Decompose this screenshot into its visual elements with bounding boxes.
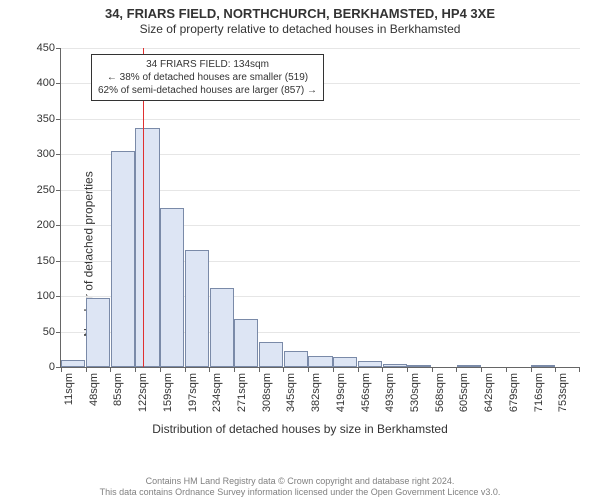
- x-tick-mark: [481, 367, 482, 372]
- x-tick-label: 197sqm: [187, 373, 199, 412]
- x-tick-mark: [358, 367, 359, 372]
- histogram-bar: [383, 364, 407, 367]
- x-axis-label: Distribution of detached houses by size …: [0, 422, 600, 436]
- y-tick-label: 250: [37, 184, 61, 196]
- histogram-bar: [308, 356, 332, 367]
- chart-title: 34, FRIARS FIELD, NORTHCHURCH, BERKHAMST…: [0, 0, 600, 37]
- annotation-line-1: 34 FRIARS FIELD: 134sqm: [98, 58, 317, 71]
- histogram-bar: [457, 365, 481, 367]
- x-tick-mark: [407, 367, 408, 372]
- x-tick-label: 642sqm: [483, 373, 495, 412]
- y-tick-label: 200: [37, 219, 61, 231]
- y-tick-label: 0: [49, 361, 61, 373]
- footer-line-1: Contains HM Land Registry data © Crown c…: [0, 476, 600, 487]
- x-tick-label: 234sqm: [211, 373, 223, 412]
- histogram-bar: [407, 365, 431, 367]
- histogram-bar: [333, 357, 357, 367]
- x-tick-mark: [234, 367, 235, 372]
- histogram-bar: [210, 288, 234, 367]
- x-tick-label: 530sqm: [409, 373, 421, 412]
- x-tick-label: 382sqm: [310, 373, 322, 412]
- chart-container: Number of detached properties 0501001502…: [0, 44, 600, 464]
- footer-attribution: Contains HM Land Registry data © Crown c…: [0, 476, 600, 499]
- annotation-line-2: ← 38% of detached houses are smaller (51…: [98, 71, 317, 84]
- x-tick-label: 85sqm: [112, 373, 124, 406]
- x-tick-mark: [506, 367, 507, 372]
- histogram-bar: [358, 361, 382, 367]
- y-tick-label: 350: [37, 113, 61, 125]
- x-tick-label: 122sqm: [137, 373, 149, 412]
- x-tick-label: 308sqm: [261, 373, 273, 412]
- x-tick-mark: [209, 367, 210, 372]
- x-tick-label: 419sqm: [335, 373, 347, 412]
- y-tick-label: 400: [37, 77, 61, 89]
- x-tick-label: 456sqm: [360, 373, 372, 412]
- x-tick-mark: [160, 367, 161, 372]
- x-tick-mark: [61, 367, 62, 372]
- y-tick-label: 150: [37, 255, 61, 267]
- x-tick-label: 271sqm: [236, 373, 248, 412]
- plot-area: 05010015020025030035040045011sqm48sqm85s…: [60, 48, 580, 368]
- histogram-bar: [185, 250, 209, 367]
- x-tick-mark: [86, 367, 87, 372]
- histogram-bar: [160, 208, 184, 368]
- x-tick-mark: [333, 367, 334, 372]
- annotation-line-3: 62% of semi-detached houses are larger (…: [98, 84, 317, 97]
- x-tick-mark: [555, 367, 556, 372]
- y-tick-label: 100: [37, 290, 61, 302]
- gridline: [61, 119, 580, 120]
- histogram-bar: [111, 151, 135, 367]
- x-tick-label: 48sqm: [88, 373, 100, 406]
- x-tick-mark: [432, 367, 433, 372]
- histogram-bar: [284, 351, 308, 367]
- x-tick-mark: [110, 367, 111, 372]
- histogram-bar: [86, 298, 110, 367]
- x-tick-label: 716sqm: [533, 373, 545, 412]
- x-tick-mark: [531, 367, 532, 372]
- title-line-1: 34, FRIARS FIELD, NORTHCHURCH, BERKHAMST…: [0, 6, 600, 22]
- x-tick-label: 159sqm: [162, 373, 174, 412]
- histogram-bar: [259, 342, 283, 367]
- x-tick-label: 753sqm: [557, 373, 569, 412]
- y-tick-label: 450: [37, 42, 61, 54]
- y-tick-label: 50: [43, 326, 61, 338]
- histogram-bar: [234, 319, 258, 367]
- footer-line-2: This data contains Ordnance Survey infor…: [0, 487, 600, 498]
- x-tick-mark: [382, 367, 383, 372]
- x-tick-mark: [456, 367, 457, 372]
- x-tick-label: 11sqm: [63, 373, 75, 405]
- annotation-box: 34 FRIARS FIELD: 134sqm ← 38% of detache…: [91, 54, 324, 101]
- gridline: [61, 48, 580, 49]
- title-line-2: Size of property relative to detached ho…: [0, 22, 600, 37]
- x-tick-label: 568sqm: [434, 373, 446, 412]
- x-tick-mark: [283, 367, 284, 372]
- x-tick-mark: [185, 367, 186, 372]
- x-tick-mark: [259, 367, 260, 372]
- histogram-bar: [531, 365, 555, 367]
- y-tick-label: 300: [37, 148, 61, 160]
- histogram-bar: [135, 128, 159, 367]
- x-tick-mark: [579, 367, 580, 372]
- x-tick-label: 605sqm: [458, 373, 470, 412]
- x-tick-label: 345sqm: [285, 373, 297, 412]
- x-tick-label: 493sqm: [384, 373, 396, 412]
- x-tick-mark: [135, 367, 136, 372]
- histogram-bar: [61, 360, 85, 367]
- x-tick-mark: [308, 367, 309, 372]
- x-tick-label: 679sqm: [508, 373, 520, 412]
